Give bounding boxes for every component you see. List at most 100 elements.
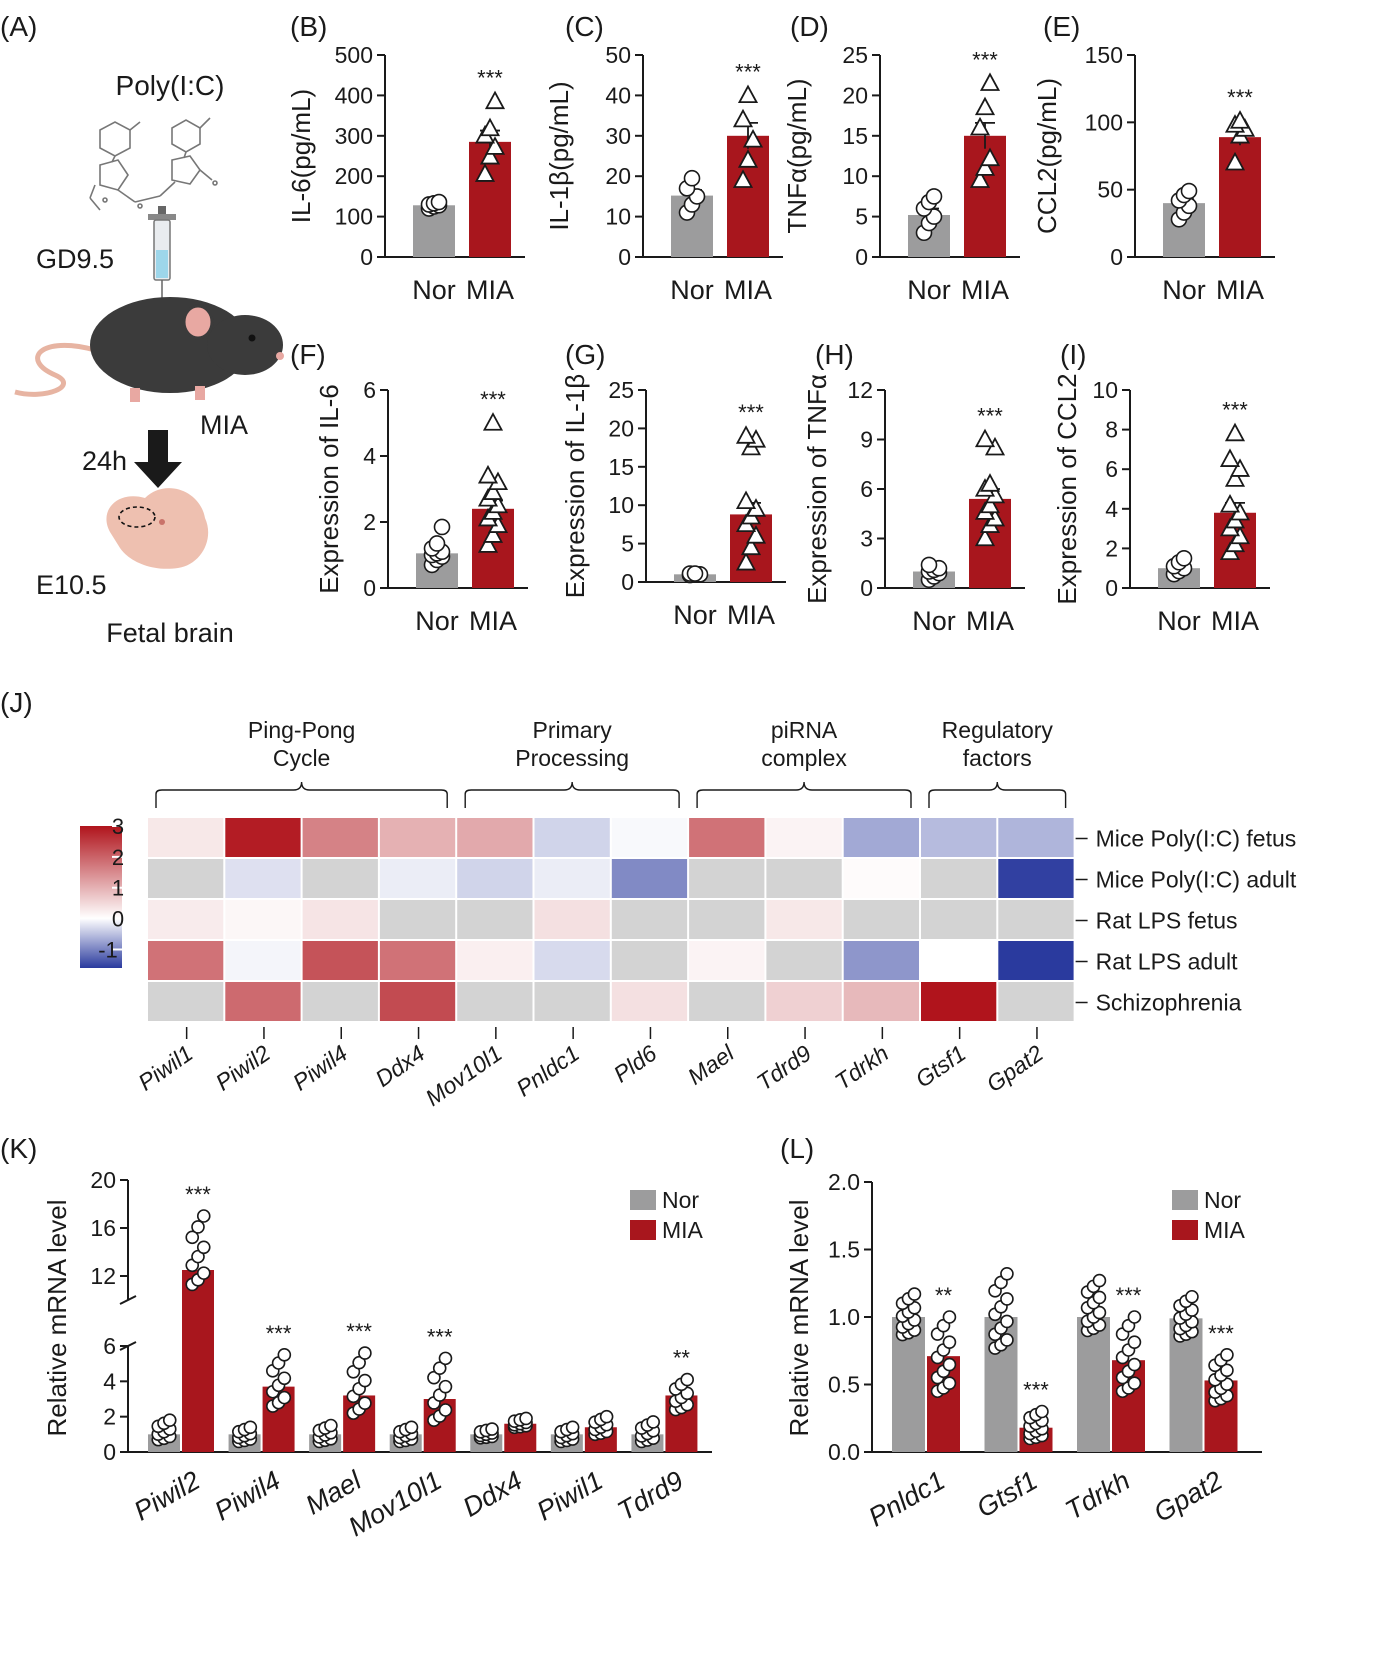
y-tick-label: 0.0 — [828, 1439, 860, 1465]
polyic-label: Poly(I:C) — [116, 70, 225, 101]
y-tick-label: 40 — [605, 82, 631, 108]
nor-point — [925, 188, 943, 205]
x-tick-label: MIA — [727, 600, 775, 630]
y-tick-label: 3 — [860, 526, 873, 552]
nor-point — [438, 1403, 453, 1417]
panel-b: (B) 0 100 200 300 400 500 IL-6(pg/mL) Nor MIA *** — [286, 11, 525, 305]
mia-point — [1229, 458, 1251, 477]
mia-point — [979, 473, 1001, 492]
x-tick-label: MIA — [1216, 275, 1264, 305]
significance-label: *** — [738, 400, 764, 425]
nor-point — [646, 1415, 660, 1429]
nor-point — [196, 1240, 211, 1255]
mia-point — [974, 428, 996, 448]
nor-point — [1127, 1357, 1142, 1372]
heatmap-cell — [457, 859, 533, 898]
nor-point — [243, 1420, 258, 1435]
y-tick-label: 6 — [363, 377, 376, 403]
mia-point — [737, 84, 759, 104]
x-tick-label: Gpat2 — [1149, 1465, 1228, 1528]
heatmap-cell — [921, 900, 997, 939]
y-tick-label: 2 — [1105, 535, 1118, 561]
group-title: piRNA — [771, 717, 838, 743]
y-tick-label: 4 — [363, 443, 376, 469]
significance-label: *** — [266, 1321, 292, 1346]
mia-point — [974, 527, 996, 547]
nor-point — [1092, 1290, 1107, 1305]
heatmap-cell — [921, 982, 997, 1021]
row-label: Rat LPS adult — [1096, 949, 1239, 975]
col-label: Piwil1 — [133, 1040, 197, 1096]
syringe-icon — [148, 206, 176, 330]
nor-point — [942, 1376, 957, 1390]
panel-label: (C) — [565, 11, 604, 42]
panel-label: (L) — [780, 1133, 814, 1164]
panel-j-heatmap: (J) Mice Poly(I:C) fetus Mice Poly(I:C) ad… — [0, 687, 1297, 1111]
fetal-brain-label: Fetal brain — [106, 618, 234, 648]
mia-bar — [182, 1270, 214, 1452]
col-label: Pnldc1 — [511, 1040, 584, 1102]
y-tick-label: 0 — [621, 569, 634, 595]
heatmap-cell — [148, 818, 224, 857]
nor-point — [277, 1390, 292, 1405]
y-tick-label: 0 — [360, 244, 373, 270]
scale-label: 0 — [112, 907, 124, 932]
panel-label: (E) — [1043, 11, 1080, 42]
y-axis-title: Expression of IL-6 — [314, 384, 344, 594]
heatmap-cell — [302, 982, 378, 1021]
heatmap-cell — [766, 982, 842, 1021]
mia-point — [477, 534, 499, 553]
nor-point — [683, 169, 701, 187]
panel-g: (G) 0 5 10 15 20 25 Expression of IL-1β Nor MIA **… — [560, 339, 786, 630]
significance-label: *** — [185, 1182, 211, 1207]
nor-bar — [1077, 1317, 1110, 1452]
y-tick-label: 6 — [860, 476, 873, 502]
heatmap-cell — [225, 859, 301, 898]
heatmap-cell — [998, 941, 1074, 980]
mia-point — [482, 412, 504, 431]
y-tick-label: 6 — [103, 1333, 116, 1359]
mia-point — [479, 117, 501, 137]
x-tick-label: Nor — [1162, 275, 1206, 305]
scale-label: 3 — [112, 814, 124, 839]
mia-point — [974, 96, 996, 116]
x-tick-label: Nor — [415, 606, 459, 636]
y-tick-label: 4 — [1105, 496, 1118, 522]
nor-point — [1220, 1363, 1234, 1378]
mia-point — [979, 72, 1001, 91]
legend-label: Nor — [1204, 1187, 1241, 1213]
legend-label: MIA — [662, 1217, 704, 1243]
nor-point — [1127, 1376, 1142, 1390]
y-tick-label: 20 — [90, 1167, 116, 1193]
axis-break — [119, 1295, 137, 1305]
heatmap-cell — [689, 900, 765, 939]
mia-bar — [1219, 137, 1261, 257]
mia-point — [477, 464, 499, 484]
heatmap-cell — [611, 900, 688, 939]
nor-point — [324, 1418, 338, 1433]
heatmap-cell — [689, 818, 765, 857]
y-tick-label: 0 — [1110, 244, 1123, 270]
y-axis-title: Relative mRNA level — [784, 1200, 814, 1437]
gd95-label: GD9.5 — [36, 244, 114, 274]
x-tick-label: Gtsf1 — [972, 1465, 1043, 1523]
y-tick-label: 150 — [1085, 42, 1123, 68]
nor-point — [1127, 1310, 1142, 1324]
y-tick-label: 10 — [1092, 377, 1118, 403]
y-tick-label: 50 — [1097, 177, 1123, 203]
heatmap-cell — [998, 818, 1074, 857]
heatmap-cell — [379, 941, 456, 980]
mia-point — [1229, 110, 1251, 129]
y-tick-label: 400 — [335, 82, 373, 108]
group-title: Ping-Pong — [248, 717, 355, 743]
heatmap-cell — [921, 818, 997, 857]
molecule-icon — [89, 117, 218, 211]
y-tick-label: 9 — [860, 427, 873, 453]
nor-point — [1092, 1305, 1107, 1320]
group-title: Regulatory — [942, 717, 1054, 743]
nor-point — [277, 1348, 292, 1362]
nor-point — [1035, 1404, 1049, 1419]
mia-point — [484, 90, 506, 110]
heatmap-cell — [843, 859, 919, 898]
x-tick-label: Nor — [907, 275, 951, 305]
